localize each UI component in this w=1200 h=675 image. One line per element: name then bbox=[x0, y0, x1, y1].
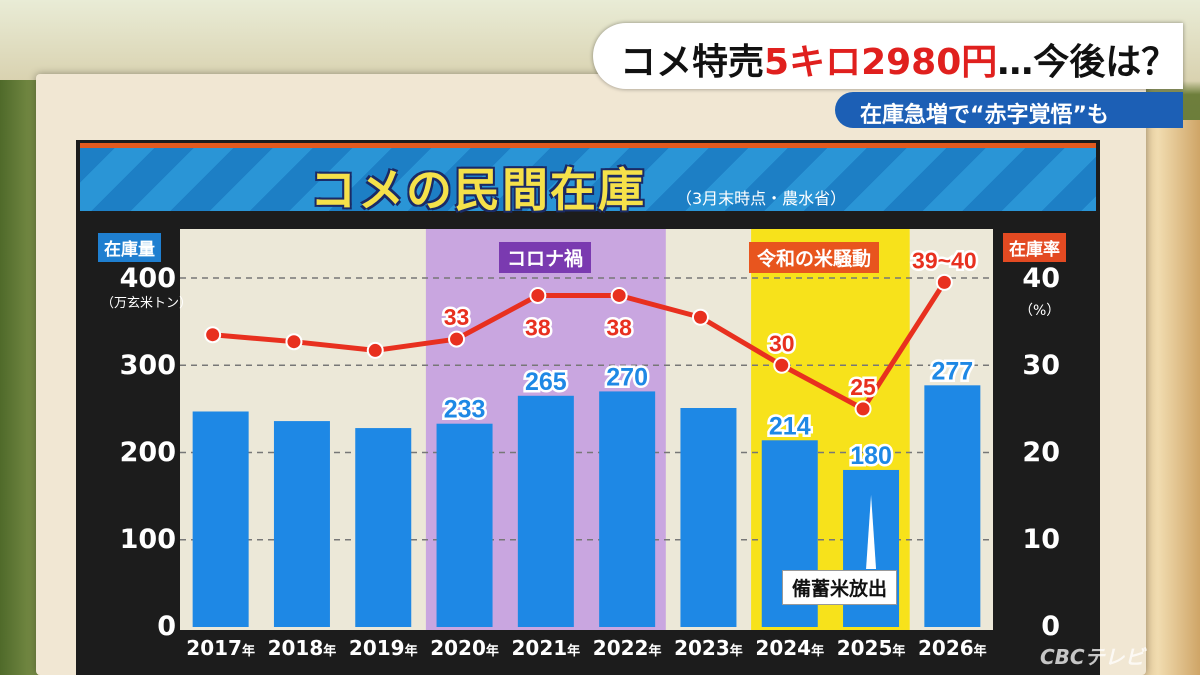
rate-point-2025年 bbox=[854, 400, 872, 418]
left-tick-400: 400 bbox=[119, 263, 176, 294]
rate-label-2025年: 25 bbox=[850, 374, 876, 400]
left-tick-100: 100 bbox=[119, 524, 176, 555]
release-spike bbox=[866, 494, 877, 569]
right-tick-40: 40 bbox=[1022, 263, 1060, 294]
rate-point-2023年 bbox=[691, 308, 709, 326]
subheadline-text: 在庫急増で“赤字覚悟”も bbox=[860, 103, 1109, 128]
left-axis-unit: （万玄米トン） bbox=[101, 296, 193, 311]
x-tick-label: 2026年 bbox=[918, 636, 987, 660]
rate-label-2021年: 38 bbox=[525, 314, 551, 340]
rate-point-2022年 bbox=[610, 286, 628, 304]
rate-point-2024年 bbox=[773, 356, 791, 374]
right-tick-0: 0 bbox=[1041, 611, 1060, 642]
x-tick-label: 2019年 bbox=[348, 636, 418, 660]
x-tick-label: 2020年 bbox=[430, 636, 499, 660]
x-axis-band bbox=[180, 630, 993, 675]
bar-2018年 bbox=[273, 421, 330, 627]
x-tick-label: 2025年 bbox=[836, 636, 906, 660]
bar-label-2025年: 180 bbox=[850, 442, 892, 470]
headline-suffix: …今後は？ bbox=[997, 42, 1178, 83]
subheadline-banner bbox=[835, 92, 1183, 128]
rate-point-2018年 bbox=[285, 333, 303, 351]
right-axis-title: 在庫率 bbox=[1003, 233, 1066, 262]
x-tick-label: 2022年 bbox=[592, 636, 662, 660]
right-tick-10: 10 bbox=[1022, 524, 1060, 555]
x-tick-label: 2023年 bbox=[674, 636, 743, 660]
left-tick-300: 300 bbox=[119, 350, 176, 381]
bar-label-2021年: 265 bbox=[525, 368, 567, 396]
rate-label-2022年: 38 bbox=[606, 314, 632, 340]
headline-banner bbox=[593, 23, 1183, 89]
rate-line bbox=[212, 281, 947, 412]
x-tick-label: 2024年 bbox=[755, 636, 825, 660]
title-band bbox=[80, 143, 1096, 211]
period-label-corona: コロナ禍 bbox=[499, 242, 592, 273]
rate-point-2017年 bbox=[204, 326, 222, 344]
bar-2026年 bbox=[924, 385, 981, 627]
bar-2021年 bbox=[517, 395, 574, 627]
headline-highlight: 5キロ2980円 bbox=[764, 42, 998, 83]
bar-label-2022年: 270 bbox=[606, 363, 648, 391]
rate-point-2020年 bbox=[448, 330, 466, 348]
bar-label-2020年: 233 bbox=[444, 396, 486, 424]
left-axis-column bbox=[90, 229, 180, 669]
bar-2019年 bbox=[355, 428, 412, 627]
rate-point-2021年 bbox=[529, 286, 547, 304]
headline-prefix: コメ特売 bbox=[620, 42, 765, 83]
bar-2020年 bbox=[436, 423, 493, 627]
x-tick-label: 2021年 bbox=[511, 636, 581, 660]
left-tick-200: 200 bbox=[119, 437, 176, 468]
rate-point-2026年 bbox=[935, 273, 953, 291]
left-axis-title: 在庫量 bbox=[98, 233, 161, 262]
release-annotation: 備蓄米放出 bbox=[782, 570, 898, 605]
right-tick-30: 30 bbox=[1022, 350, 1060, 381]
right-axis-column bbox=[993, 229, 1083, 669]
broadcaster-logo: CBCテレビ bbox=[1040, 645, 1145, 669]
bar-2017年 bbox=[192, 411, 249, 627]
bar-label-2026年: 277 bbox=[931, 357, 973, 385]
rate-point-2019年 bbox=[366, 341, 384, 359]
bar-label-2024年: 214 bbox=[769, 412, 811, 440]
left-tick-0: 0 bbox=[157, 611, 176, 642]
right-axis-unit: （%） bbox=[1019, 303, 1061, 319]
right-tick-20: 20 bbox=[1022, 437, 1060, 468]
rate-label-2020年: 33 bbox=[444, 304, 470, 330]
bar-2022年 bbox=[599, 391, 656, 627]
headline-text: コメ特売5キロ2980円…今後は？ bbox=[620, 33, 1177, 85]
rate-label-2026年: 39~40 bbox=[912, 247, 977, 273]
studio-plants bbox=[0, 80, 38, 675]
x-tick-label: 2018年 bbox=[267, 636, 337, 660]
bar-2023年 bbox=[680, 408, 737, 627]
period-label-reiwa: 令和の米騒動 bbox=[749, 242, 880, 273]
rate-label-2024年: 30 bbox=[769, 330, 795, 356]
chart-title: コメの民間在庫 bbox=[310, 163, 646, 217]
x-tick-label: 2017年 bbox=[186, 636, 255, 660]
chart-subtitle: （3月末時点・農水省） bbox=[676, 189, 847, 208]
